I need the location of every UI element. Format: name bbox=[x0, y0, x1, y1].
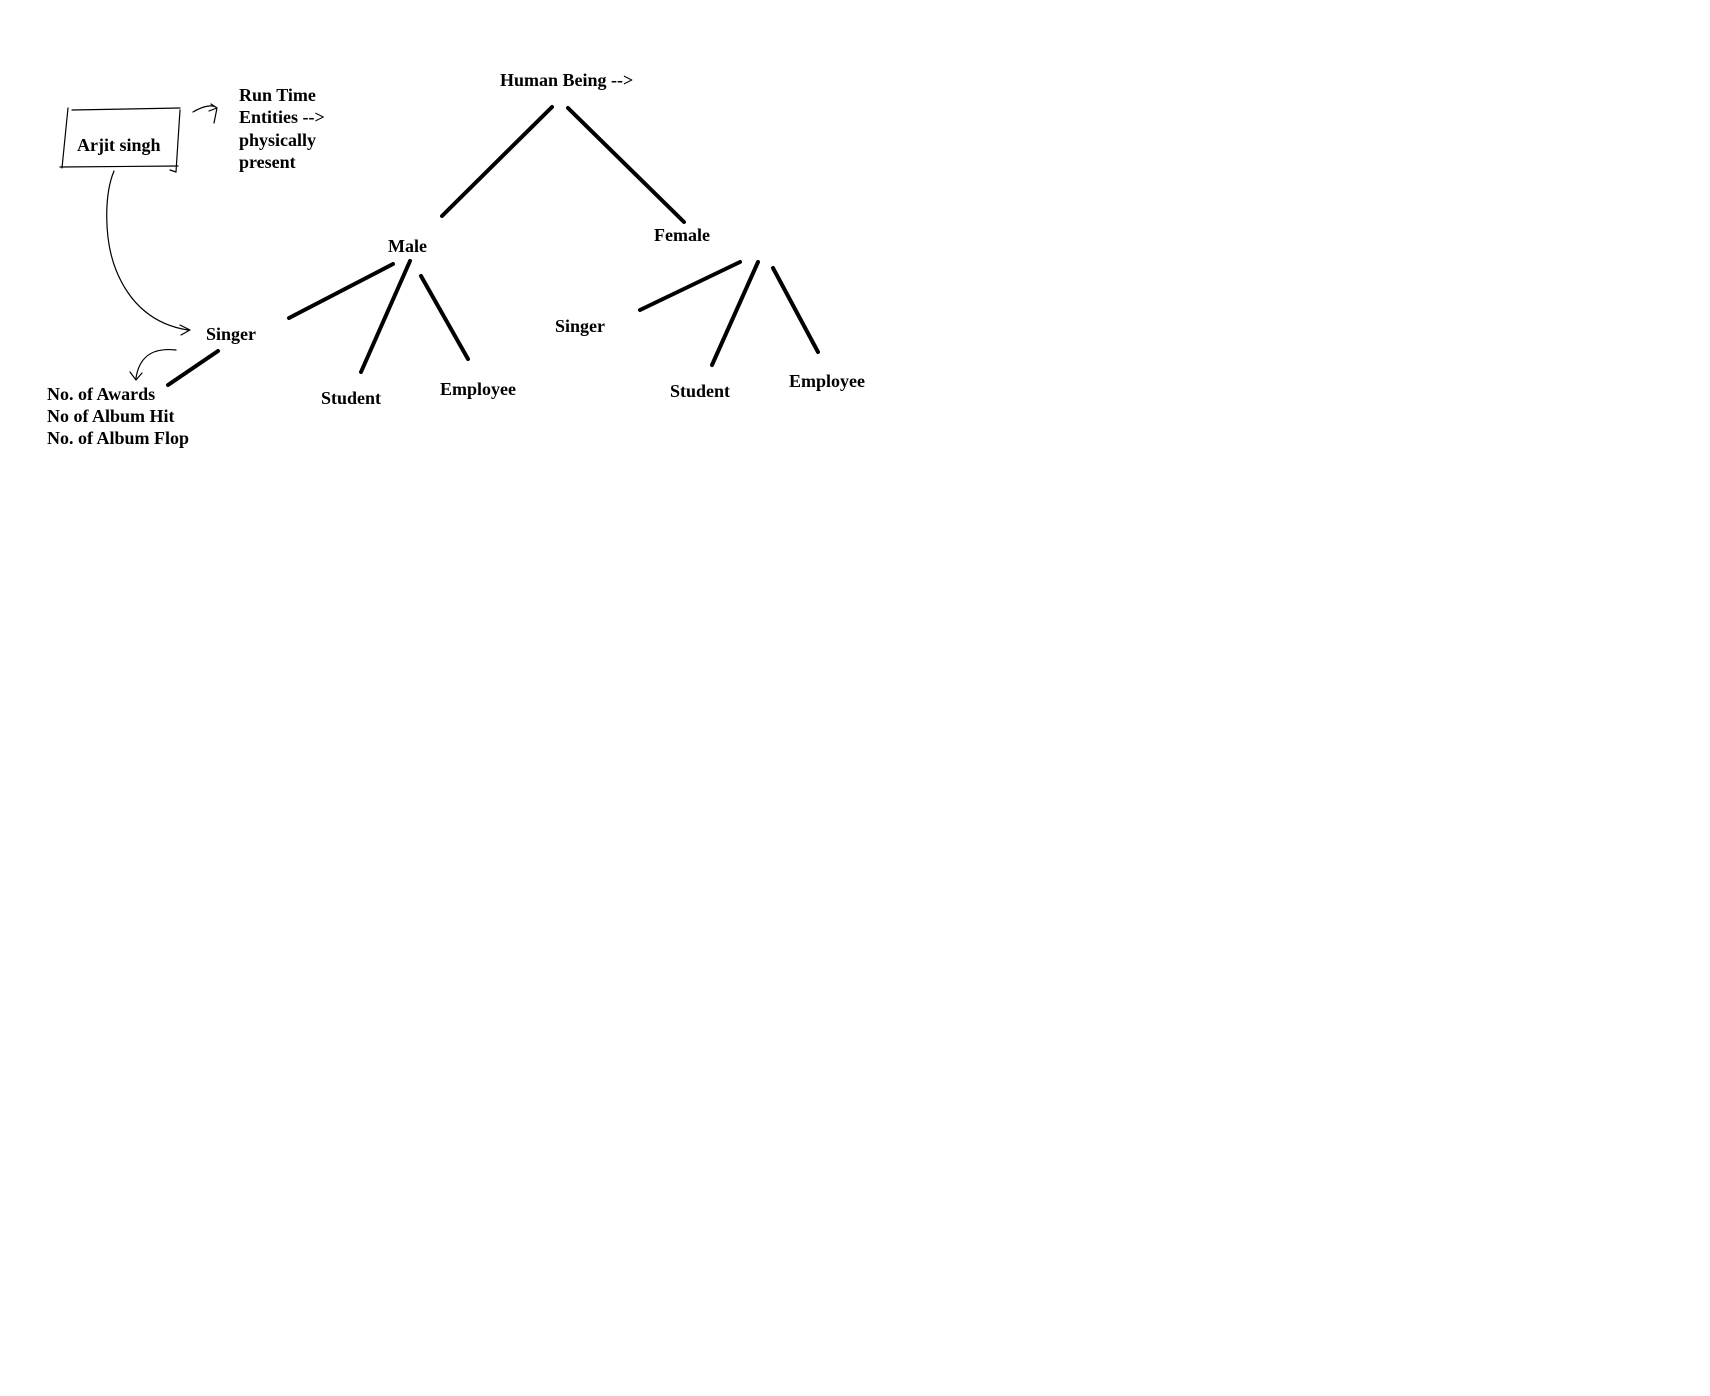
female-label: Female bbox=[654, 225, 710, 245]
instance-box bbox=[59, 107, 181, 173]
edge-male-singer bbox=[287, 262, 395, 320]
singer-attribute: No. of Awards bbox=[47, 384, 155, 404]
singer-to-attributes-arrow-icon bbox=[129, 348, 177, 381]
female-student-label: Student bbox=[670, 381, 730, 401]
edge-root-female bbox=[566, 106, 686, 224]
runtime-note-line: present bbox=[239, 152, 296, 172]
instance-label: Arjit singh bbox=[77, 135, 161, 155]
instance-to-singer-arrow-icon bbox=[106, 170, 191, 336]
root-label: Human Being --> bbox=[500, 70, 633, 90]
edge-male-employee bbox=[419, 274, 470, 361]
runtime-note-line: Run Time bbox=[239, 85, 316, 105]
male-student-label: Student bbox=[321, 388, 381, 408]
tree-edges bbox=[166, 105, 820, 387]
male-singer-label: Singer bbox=[206, 324, 256, 344]
runtime-note-line: physically bbox=[239, 130, 316, 150]
edge-female-singer bbox=[638, 260, 742, 312]
edge-female-student bbox=[710, 260, 760, 367]
singer-attributes: No. of Awards No of Album Hit No. of Alb… bbox=[47, 384, 189, 448]
edge-root-male bbox=[440, 105, 554, 218]
runtime-note: Run Time Entities --> physically present bbox=[239, 85, 325, 172]
edge-singer-attributes bbox=[166, 349, 220, 387]
instance-box-outline bbox=[59, 107, 181, 173]
runtime-note-line: Entities --> bbox=[239, 107, 325, 127]
runtime-note-arrow-icon bbox=[192, 103, 218, 124]
singer-attribute: No of Album Hit bbox=[47, 406, 175, 426]
edge-male-student bbox=[359, 259, 412, 374]
male-employee-label: Employee bbox=[440, 379, 516, 399]
female-singer-label: Singer bbox=[555, 316, 605, 336]
singer-attribute: No. of Album Flop bbox=[47, 428, 189, 448]
male-label: Male bbox=[388, 236, 427, 256]
edge-female-employee bbox=[771, 266, 820, 354]
female-employee-label: Employee bbox=[789, 371, 865, 391]
